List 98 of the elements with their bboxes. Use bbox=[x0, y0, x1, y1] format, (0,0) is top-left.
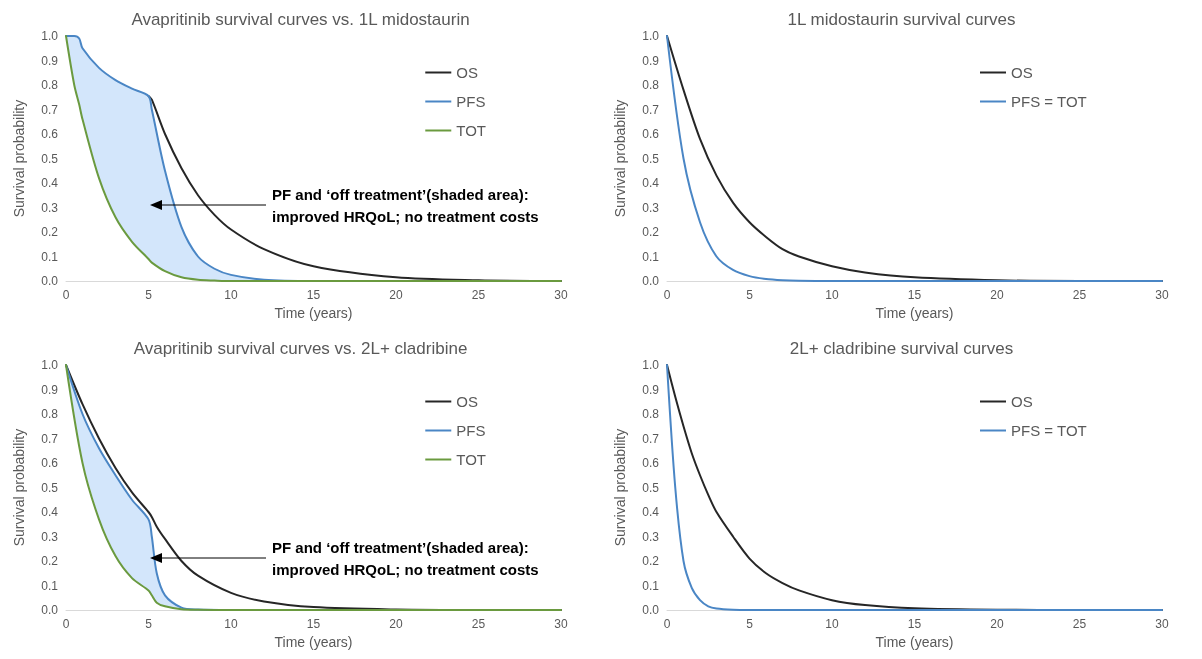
y-tick-label: 0.9 bbox=[642, 53, 660, 68]
legend-label: PFS bbox=[456, 93, 486, 110]
y-axis-title: Survival probability bbox=[11, 99, 27, 218]
y-tick-label: 0.6 bbox=[642, 456, 660, 470]
x-axis-title: Time (years) bbox=[274, 304, 353, 321]
x-tick-label: 15 bbox=[306, 288, 321, 302]
y-tick-label: 0.3 bbox=[642, 529, 660, 544]
legend-label: PFS = TOT bbox=[1011, 422, 1087, 439]
chart-title: Avapritinib survival curves vs. 2L+ cladribine bbox=[133, 339, 468, 358]
annotation: PF and ‘off treatment’(shaded area): improved HRQoL; no treatment costs bbox=[272, 185, 539, 225]
x-tick-label: 10 bbox=[224, 617, 238, 631]
y-axis-title: Survival probability bbox=[612, 428, 628, 547]
x-tick-label: 30 bbox=[1155, 288, 1169, 302]
y-tick-label: 1.0 bbox=[41, 29, 59, 43]
x-axis-title: Time (years) bbox=[875, 633, 954, 650]
chart-title: Avapritinib survival curves vs. 1L midostaurin bbox=[131, 10, 470, 29]
y-tick-label: 0.8 bbox=[642, 78, 660, 92]
x-tick-label: 20 bbox=[990, 288, 1004, 302]
y-tick-label: 0.4 bbox=[41, 176, 59, 190]
x-tick-label: 10 bbox=[224, 288, 238, 302]
legend-label: OS bbox=[1011, 393, 1033, 410]
x-tick-label: 0 bbox=[62, 617, 70, 631]
x-tick-label: 5 bbox=[746, 288, 754, 302]
y-tick-label: 0.8 bbox=[41, 78, 59, 92]
y-tick-label: 1.0 bbox=[642, 358, 660, 372]
x-tick-label: 5 bbox=[746, 617, 754, 631]
y-axis-title: Survival probability bbox=[11, 428, 27, 547]
y-tick-label: 0.3 bbox=[642, 200, 660, 215]
y-tick-label: 0.5 bbox=[41, 480, 59, 495]
x-tick-label: 5 bbox=[145, 617, 153, 631]
y-tick-label: 0.6 bbox=[41, 456, 59, 470]
y-tick-label: 0.1 bbox=[41, 249, 59, 264]
y-tick-label: 0.4 bbox=[41, 505, 59, 519]
y-tick-label: 0.9 bbox=[41, 382, 59, 397]
y-tick-label: 0.3 bbox=[41, 529, 59, 544]
y-tick-label: 0.1 bbox=[642, 249, 660, 264]
y-tick-label: 0.7 bbox=[41, 431, 59, 446]
x-tick-label: 0 bbox=[62, 288, 70, 302]
line-series bbox=[666, 364, 1163, 611]
y-tick-label: 0.8 bbox=[642, 407, 660, 421]
x-tick-label: 25 bbox=[471, 617, 486, 631]
y-tick-label: 0.7 bbox=[642, 102, 660, 117]
x-tick-label: 20 bbox=[389, 617, 403, 631]
y-tick-label: 0.5 bbox=[41, 151, 59, 166]
y-tick-label: 0.5 bbox=[642, 480, 660, 495]
legend-label: PFS bbox=[456, 422, 486, 439]
x-tick-label: 15 bbox=[907, 617, 922, 631]
y-tick-label: 0.0 bbox=[642, 274, 660, 288]
x-axis-title: Time (years) bbox=[274, 633, 353, 650]
x-tick-label: 25 bbox=[1072, 288, 1087, 302]
x-tick-label: 5 bbox=[145, 288, 153, 302]
legend-label: TOT bbox=[456, 451, 487, 468]
x-tick-label: 25 bbox=[1072, 617, 1087, 631]
x-tick-label: 20 bbox=[990, 617, 1004, 631]
y-tick-label: 0.2 bbox=[41, 554, 59, 568]
y-tick-label: 0.5 bbox=[642, 151, 660, 166]
x-tick-label: 25 bbox=[471, 288, 486, 302]
y-tick-label: 0.9 bbox=[642, 382, 660, 397]
x-tick-label: 10 bbox=[825, 288, 839, 302]
y-tick-label: 0.4 bbox=[642, 505, 660, 519]
x-axis-title: Time (years) bbox=[875, 304, 954, 321]
y-tick-label: 0.9 bbox=[41, 53, 59, 68]
y-tick-label: 0.1 bbox=[642, 578, 660, 593]
legend-label: OS bbox=[456, 64, 478, 81]
y-tick-label: 0.6 bbox=[41, 127, 59, 141]
legend-label: PFS = TOT bbox=[1011, 93, 1087, 110]
y-tick-label: 0.7 bbox=[642, 431, 660, 446]
legend-label: OS bbox=[456, 393, 478, 410]
x-tick-label: 10 bbox=[825, 617, 839, 631]
y-tick-label: 1.0 bbox=[642, 29, 660, 43]
y-tick-label: 0.6 bbox=[642, 127, 660, 141]
y-tick-label: 0.2 bbox=[41, 225, 59, 239]
y-tick-label: 0.2 bbox=[642, 225, 660, 239]
x-tick-label: 30 bbox=[1155, 617, 1169, 631]
y-tick-label: 0.0 bbox=[41, 274, 59, 288]
y-tick-label: 0.0 bbox=[41, 603, 59, 617]
y-tick-label: 0.1 bbox=[41, 578, 59, 593]
y-tick-label: 0.2 bbox=[642, 554, 660, 568]
y-tick-label: 0.0 bbox=[642, 603, 660, 617]
legend-label: TOT bbox=[456, 122, 487, 139]
annotation: PF and ‘off treatment’(shaded area): improved HRQoL; no treatment costs bbox=[272, 538, 539, 578]
y-axis-title: Survival probability bbox=[612, 99, 628, 218]
chart-title: 2L+ cladribine survival curves bbox=[789, 339, 1014, 358]
x-tick-label: 0 bbox=[663, 617, 671, 631]
line-series bbox=[666, 35, 1163, 282]
y-tick-label: 0.4 bbox=[642, 176, 660, 190]
y-tick-label: 1.0 bbox=[41, 358, 59, 372]
legend-label: OS bbox=[1011, 64, 1033, 81]
y-tick-label: 0.8 bbox=[41, 407, 59, 421]
x-tick-label: 0 bbox=[663, 288, 671, 302]
x-tick-label: 15 bbox=[907, 288, 922, 302]
chart-title: 1L midostaurin survival curves bbox=[787, 10, 1016, 29]
x-tick-label: 30 bbox=[554, 617, 568, 631]
x-tick-label: 15 bbox=[306, 617, 321, 631]
x-tick-label: 30 bbox=[554, 288, 568, 302]
y-tick-label: 0.3 bbox=[41, 200, 59, 215]
x-tick-label: 20 bbox=[389, 288, 403, 302]
y-tick-label: 0.7 bbox=[41, 102, 59, 117]
